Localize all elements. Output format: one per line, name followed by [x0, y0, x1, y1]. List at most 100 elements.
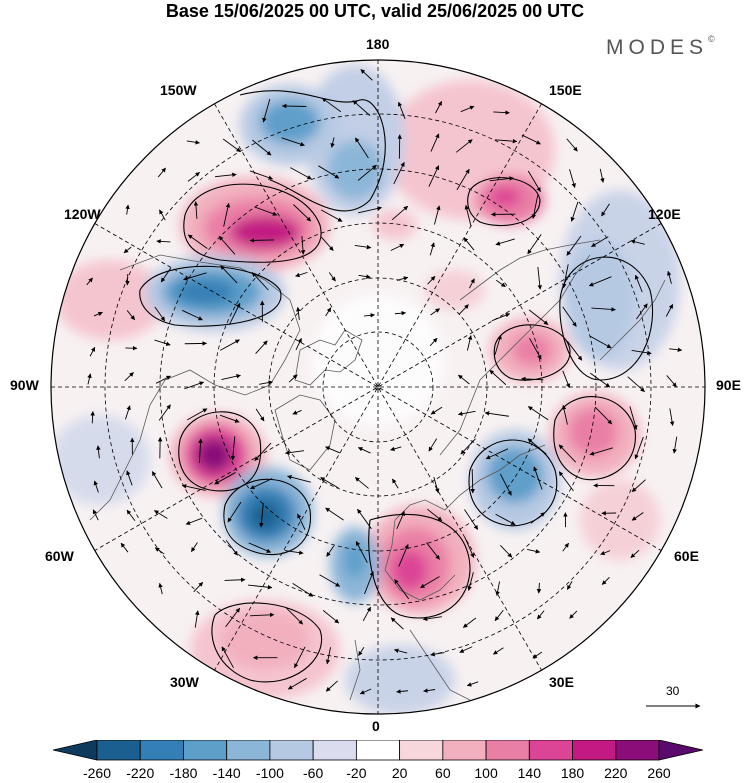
wind-arrow: [364, 571, 374, 595]
wind-arrow: [254, 206, 278, 216]
colorbar-bin: [528, 740, 573, 761]
wind-arrow: [466, 681, 479, 687]
wind-arrow: [569, 610, 578, 619]
colorbar-bin: [183, 740, 228, 761]
wind-arrow: [326, 545, 335, 557]
wind-arrow: [281, 137, 305, 147]
wind-arrow: [558, 471, 574, 492]
colorbar-tick-label: 100: [474, 765, 498, 781]
wind-arrow: [198, 438, 203, 463]
wind-arrow: [354, 244, 372, 250]
lon-label-150e: 150E: [549, 82, 582, 98]
colorbar-bin: [139, 740, 184, 761]
wind-arrow: [292, 410, 302, 415]
wind-arrow: [190, 542, 198, 552]
wind-arrow: [392, 478, 399, 489]
wind-arrow: [570, 201, 579, 222]
wind-arrow: [252, 139, 272, 156]
wind-arrow: [358, 274, 371, 279]
lon-label-90e: 90E: [716, 377, 741, 393]
wind-arrow: [485, 448, 509, 460]
wind-arrow: [529, 337, 542, 360]
wind-arrow: [320, 209, 343, 222]
wind-arrow: [666, 270, 672, 284]
wind-arrow: [591, 236, 609, 248]
wind-arrow: [259, 503, 264, 528]
wind-arrow: [330, 137, 335, 148]
wind-arrow: [434, 205, 441, 225]
wind-arrow: [537, 266, 543, 290]
wind-arrow: [183, 272, 207, 281]
wind-arrow: [634, 274, 643, 293]
wind-arrow: [530, 512, 546, 524]
wind-arrow: [219, 339, 240, 351]
wind-arrow: [230, 436, 236, 461]
wind-arrow: [295, 337, 302, 351]
wind-arrow: [363, 313, 375, 318]
wind-arrow: [562, 306, 577, 327]
polar-map: +: [50, 59, 706, 715]
wind-arrow: [125, 405, 131, 420]
wind-arrow: [562, 370, 571, 389]
wind-arrow: [126, 509, 136, 521]
wind-arrow: [627, 376, 645, 393]
wind-arrow: [500, 544, 513, 558]
colorbar-bin: [96, 740, 141, 761]
wind-arrow: [665, 304, 674, 317]
anomaly-field: [51, 65, 680, 714]
vector-scale-label: 30: [666, 684, 680, 698]
wind-arrow: [631, 479, 646, 493]
wind-arrow: [187, 408, 208, 421]
wind-arrow: [427, 508, 443, 522]
wind-arrow: [125, 204, 130, 215]
wind-arrow: [352, 100, 371, 116]
wind-arrow: [154, 510, 168, 519]
wind-arrow: [398, 544, 409, 567]
colorbar-tick-label: -20: [346, 765, 367, 781]
wind-arrow: [325, 446, 341, 454]
wind-arrow: [284, 450, 305, 455]
wind-arrow: [218, 235, 236, 255]
polar-cap: [313, 295, 443, 425]
wind-arrow: [158, 404, 171, 421]
wind-arrow: [521, 376, 544, 382]
wind-arrow: [460, 105, 475, 113]
wind-arrow: [90, 411, 95, 424]
wind-arrow: [456, 168, 470, 191]
map-boundary: [50, 59, 706, 715]
graticule: [51, 60, 705, 714]
wind-arrow: [325, 680, 338, 692]
wind-arrow: [527, 406, 549, 421]
wind-arrow: [566, 340, 583, 361]
wind-arrow: [92, 509, 99, 521]
wind-arrow: [318, 165, 340, 179]
map-title: Base 15/06/2025 00 UTC, valid 25/06/2025…: [165, 1, 585, 21]
wind-arrow: [181, 484, 206, 491]
wind-arrow: [634, 436, 644, 460]
wind-arrow: [489, 369, 507, 386]
wind-arrow: [396, 689, 409, 694]
wind-arrow: [493, 110, 510, 115]
wind-arrow: [255, 340, 268, 354]
wind-arrow: [457, 410, 476, 416]
wind-arrow: [228, 302, 241, 326]
wind-arrow: [588, 276, 612, 287]
wind-arrow: [185, 517, 203, 525]
wind-arrow: [394, 310, 407, 316]
wind-arrow: [466, 335, 473, 351]
wind-arrow: [422, 616, 442, 622]
wind-arrow: [187, 172, 200, 182]
wind-arrow: [429, 337, 438, 347]
wind-arrow: [494, 334, 502, 356]
wind-arrow: [527, 438, 547, 455]
wind-arrow: [489, 176, 514, 182]
wind-arrow: [223, 202, 231, 227]
wind-arrow: [427, 276, 436, 285]
wind-arrow: [601, 577, 610, 585]
wind-arrow: [495, 238, 515, 246]
colorbar-bin: [572, 740, 617, 761]
wind-arrow: [484, 411, 509, 417]
lon-label-150w: 150W: [160, 82, 197, 98]
wind-arrow: [325, 507, 344, 521]
wind-arrow: [294, 646, 306, 669]
